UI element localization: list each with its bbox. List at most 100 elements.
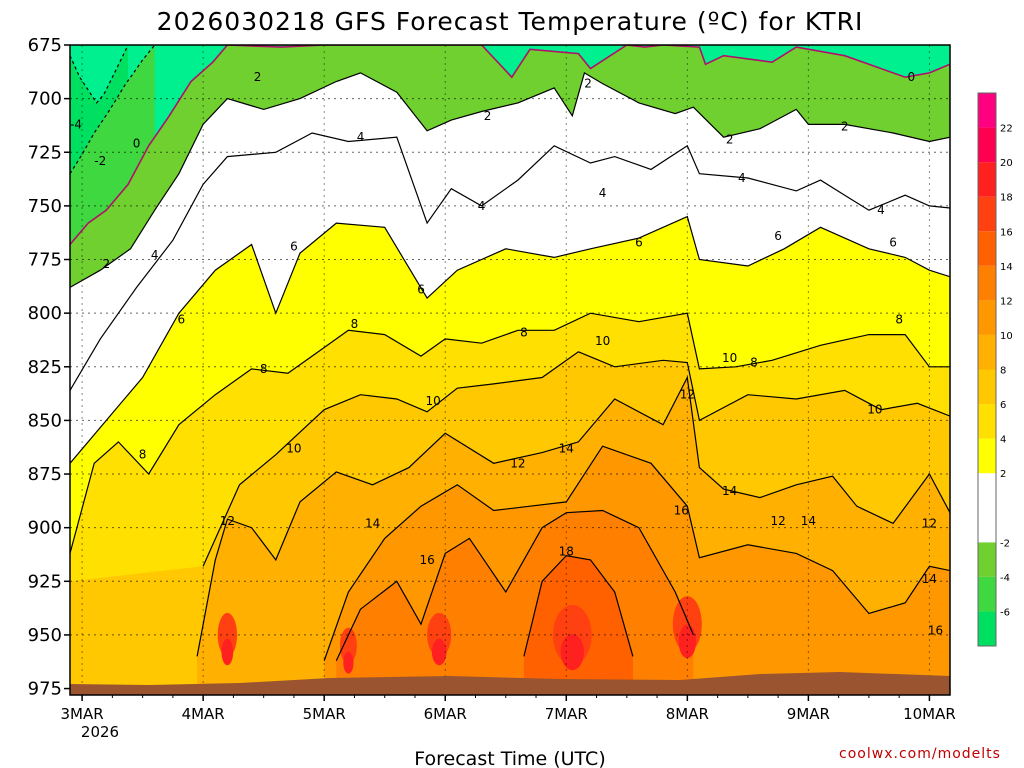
contour-label: 10	[867, 403, 882, 417]
colorbar-swatch	[978, 127, 996, 163]
colorbar-tick-label: 6	[1000, 400, 1006, 411]
contour-label: 4	[151, 248, 159, 262]
contour-label: -4	[70, 117, 82, 131]
contour-label: 16	[674, 504, 689, 518]
contour-label: 8	[750, 355, 758, 369]
y-tick-label: 675	[28, 35, 62, 56]
colorbar-tick-label: -4	[1000, 573, 1010, 584]
colorbar-swatch	[978, 93, 996, 128]
contour-label: 2	[484, 109, 492, 123]
colorbar-swatch	[978, 576, 996, 612]
contour-label: 2	[254, 70, 262, 84]
x-axis: 3MAR 4MAR 5MAR 6MAR 7MAR 8MAR 9MAR 10MAR	[61, 695, 956, 723]
colorbar-swatch	[978, 473, 996, 508]
colorbar-swatch	[978, 231, 996, 266]
hot-core-1	[431, 638, 447, 666]
colorbar-swatch	[978, 162, 996, 197]
colorbar-tick-label: 12	[1000, 296, 1013, 307]
x-tick-label: 8MAR	[666, 705, 709, 723]
isotherm-6C	[70, 215, 950, 464]
contour-label: 14	[722, 484, 737, 498]
contour-label: 8	[139, 448, 147, 462]
contour-label: 10	[722, 351, 737, 365]
colorbar-swatch	[978, 404, 996, 439]
contour-label: 14	[801, 514, 816, 528]
contour-label: 14	[559, 441, 574, 455]
colorbar-swatch	[978, 507, 996, 543]
y-tick-label: 725	[28, 142, 62, 163]
contour-label: 4	[357, 130, 365, 144]
colorbar-tick-label: 22	[1000, 124, 1013, 135]
colorbar-tick-label: -2	[1000, 538, 1010, 549]
contour-label: 6	[178, 313, 186, 327]
contour-label: 2	[841, 120, 849, 134]
x-tick-label: 3MAR	[61, 705, 104, 723]
contour-label: 14	[365, 516, 380, 530]
contour-label: 6	[774, 229, 782, 243]
contour-label: 14	[922, 572, 937, 586]
contour-label: 4	[599, 186, 607, 200]
hot-core-4	[343, 652, 354, 674]
colorbar-swatch	[978, 334, 996, 370]
contour-label: 4	[478, 199, 486, 213]
contour-label: 12	[220, 514, 235, 528]
isotherm-12C	[196, 375, 950, 657]
isotherm-0C	[70, 45, 950, 246]
isotherm--4C	[70, 45, 129, 104]
contour-label: 2	[584, 77, 592, 91]
contour-label: 2	[726, 132, 734, 146]
y-axis: 675 700 725 750 775 800 825 850 875 900 925 950 975	[28, 35, 70, 700]
colorbar-swatch	[978, 438, 996, 474]
contour-label: 12	[510, 456, 525, 470]
y-tick-label: 850	[28, 410, 62, 431]
y-tick-label: 775	[28, 250, 62, 271]
x-tick-label: 4MAR	[182, 705, 225, 723]
y-tick-label: 750	[28, 196, 62, 217]
y-tick-label: 800	[28, 303, 62, 324]
colorbar-tick-label: 8	[1000, 366, 1006, 377]
colorbar-swatch	[978, 265, 996, 301]
hot-core-3	[678, 624, 697, 659]
contour-label: 8	[351, 317, 359, 331]
credit-link[interactable]: coolwx.com/modelts	[839, 746, 1001, 762]
isotherm-4C	[70, 132, 950, 391]
y-tick-label: 950	[28, 625, 62, 646]
colorbar-tick-label: -6	[1000, 607, 1010, 618]
colorbar-tick-label: 14	[1000, 262, 1013, 273]
colorbar-tick-label: 2	[1000, 469, 1006, 480]
colorbar-tick-label: 4	[1000, 435, 1006, 446]
colorbar-swatch	[978, 542, 996, 577]
contour-label: 0	[133, 137, 141, 151]
colorbar-swatch	[978, 611, 996, 646]
y-tick-label: 900	[28, 518, 62, 539]
contour-label: -2	[94, 154, 106, 168]
x-start-year: 2026	[81, 723, 119, 741]
contour-label: 6	[635, 235, 643, 249]
colorbar-swatch	[978, 196, 996, 232]
y-tick-label: 700	[28, 89, 62, 110]
contour-label: 16	[419, 553, 434, 567]
contour-label: 8	[895, 313, 903, 327]
contour-label: 10	[286, 441, 301, 455]
isotherm-16C	[335, 509, 694, 661]
contour-label: 6	[417, 283, 425, 297]
contour-label: 12	[770, 514, 785, 528]
colorbar-tick-label: 18	[1000, 193, 1013, 204]
x-tick-label: 6MAR	[424, 705, 467, 723]
colorbar-tick-label: 20	[1000, 158, 1013, 169]
isotherm--2C	[70, 45, 156, 175]
contour-label: 4	[738, 171, 746, 185]
colorbar-swatch	[978, 369, 996, 405]
x-tick-label: 10MAR	[903, 705, 956, 723]
color-fills	[70, 45, 950, 695]
colorbar-tick-label: 16	[1000, 227, 1013, 238]
hot-core-2	[560, 634, 584, 671]
colorbar-tick-label: 10	[1000, 331, 1013, 342]
y-tick-label: 975	[28, 679, 62, 700]
contour-label: 10	[595, 334, 610, 348]
y-tick-label: 925	[28, 571, 62, 592]
hot-core-0	[221, 638, 234, 666]
terrain-fill	[70, 672, 950, 695]
contour-label: 6	[290, 240, 298, 254]
contour-label: 16	[928, 624, 943, 638]
